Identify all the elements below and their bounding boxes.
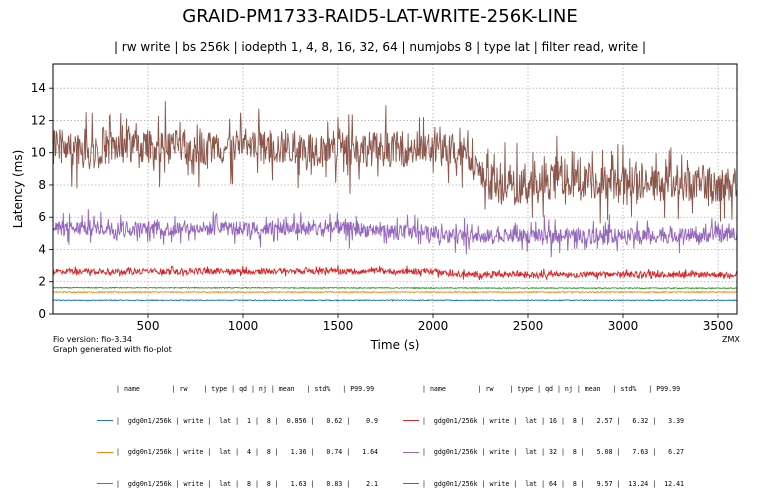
legend-row-qd16: | gdg0n1/256k | write | lat | 16 | 8 | 2… [422, 416, 685, 425]
x-tick-label-3000: 3000 [608, 319, 639, 333]
y-tick-label-12: 12 [31, 113, 46, 127]
legend-swatch-qd1 [97, 420, 113, 422]
x-tick-label-3500: 3500 [703, 319, 734, 333]
corner-label: ZMX [722, 335, 740, 344]
x-tick-label-500: 500 [137, 319, 160, 333]
legend-swatch-qd32 [403, 451, 419, 453]
chart-title: GRAID-PM1733-RAID5-LAT-WRITE-256K-LINE [182, 6, 578, 27]
y-tick-label-6: 6 [38, 210, 46, 224]
chart-subtitle: | rw write | bs 256k | iodepth 1, 4, 8, … [113, 40, 647, 54]
series-line-qd32 [52, 209, 738, 258]
legend-header: | name | rw | type | qd | nj | mean | st… [116, 385, 375, 393]
generated-with-note: Graph generated with fio-plot [53, 345, 172, 354]
y-tick-label-14: 14 [31, 81, 46, 95]
x-tick-label-1000: 1000 [228, 319, 259, 333]
y-tick-label-2: 2 [38, 275, 46, 289]
y-tick-label-8: 8 [38, 178, 46, 192]
latency-line-chart: 500 1000 1500 2000 2500 3000 3500 0 2 4 6 8 10 12 14 Ti… [11, 63, 738, 352]
x-tick-label-1500: 1500 [323, 319, 354, 333]
legend-swatch-qd4 [97, 451, 113, 453]
legend-swatch-qd64 [403, 483, 419, 485]
legend-swatch-qd8 [97, 483, 113, 485]
legend-row-qd8: | gdg0n1/256k | write | lat | 8 | 8 | 1.… [116, 479, 379, 488]
series-line-qd1 [52, 298, 738, 302]
legend-row-qd32: | gdg0n1/256k | write | lat | 32 | 8 | 5… [422, 448, 685, 456]
series-line-qd16 [52, 265, 738, 281]
legend-row-qd4: | gdg0n1/256k | write | lat | 4 | 8 | 1.… [116, 448, 379, 456]
legend-swatch-qd16 [403, 420, 419, 422]
legend-header-right: | name | rw | type | qd | nj | mean | st… [422, 385, 681, 393]
legend-row-qd64: | gdg0n1/256k | write | lat | 64 | 8 | 9… [422, 479, 685, 488]
plot-frame [52, 63, 738, 315]
x-tick-label-2000: 2000 [418, 319, 449, 333]
y-tick-label-0: 0 [38, 307, 46, 321]
y-tick-label-4: 4 [38, 242, 46, 256]
fio-version-note: Fio version: fio-3.34 [53, 335, 132, 344]
x-tick-label-2500: 2500 [513, 319, 544, 333]
legend-right: | name | rw | type | qd | nj | mean | st… [403, 363, 684, 500]
legend-row-qd1: | gdg0n1/256k | write | lat | 1 | 8 | 0.… [116, 416, 379, 425]
y-axis-label: Latency (ms) [11, 150, 25, 229]
x-axis-label: Time (s) [370, 338, 420, 352]
series-line-qd4 [52, 290, 738, 294]
legend-left: | name | rw | type | qd | nj | mean | st… [97, 363, 378, 500]
series-line-qd64 [52, 101, 738, 224]
series-line-qd8 [52, 286, 738, 290]
y-tick-label-10: 10 [31, 146, 46, 160]
